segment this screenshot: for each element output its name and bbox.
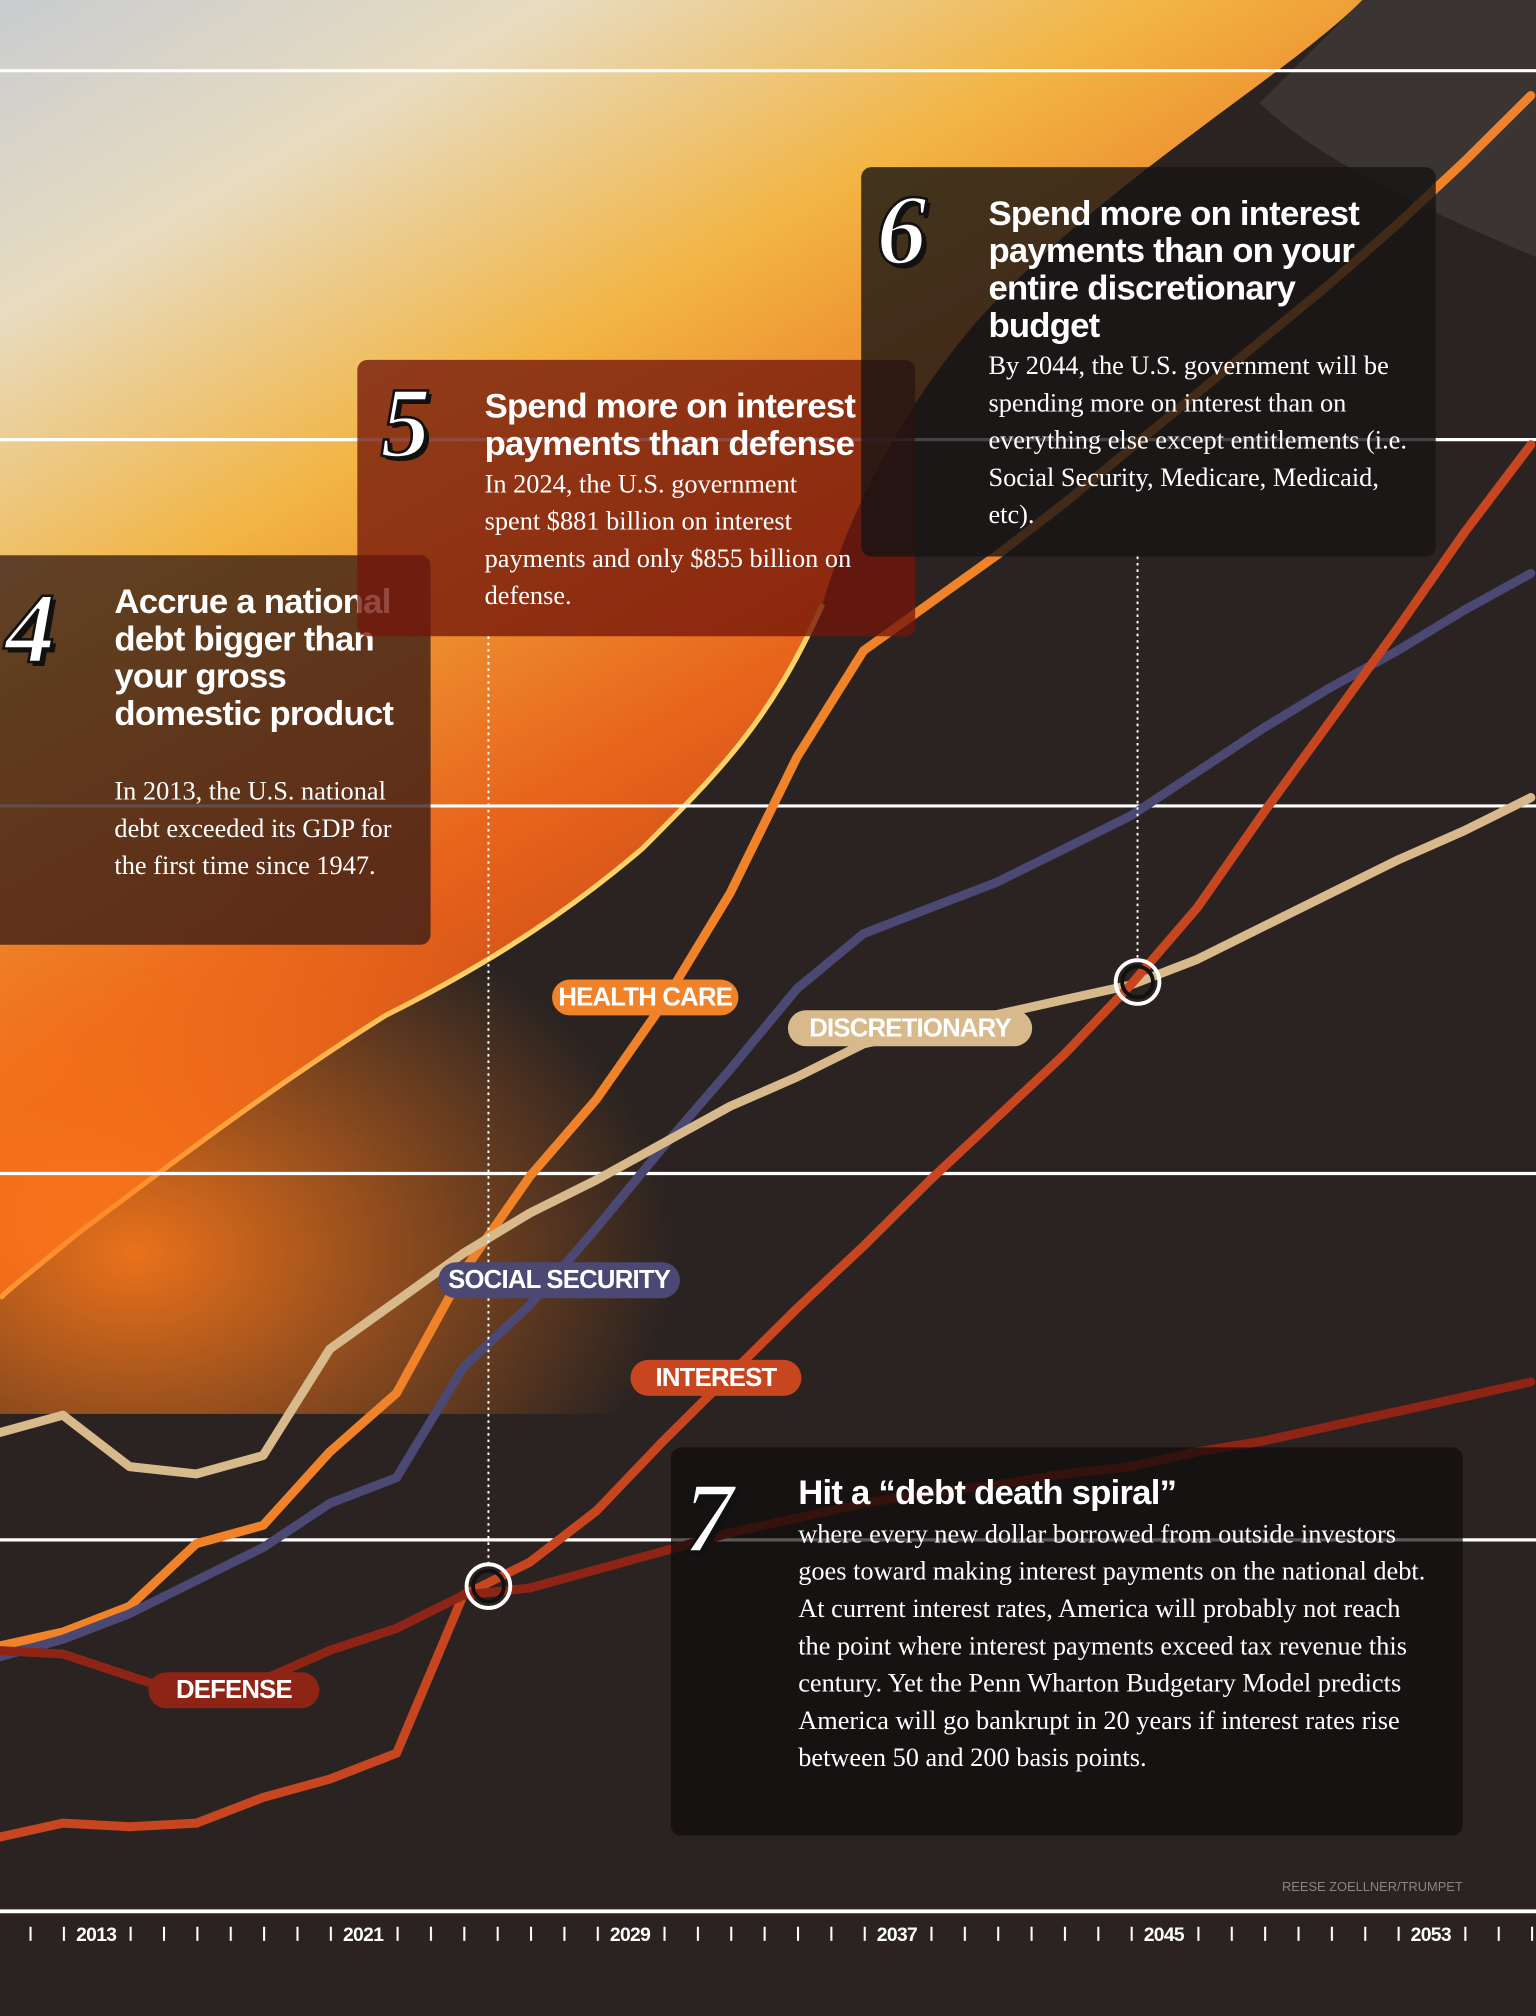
marker-ring xyxy=(464,1562,513,1610)
callout-number: 5 xyxy=(379,366,432,479)
series-line xyxy=(0,793,1536,1479)
callout-number: 6 xyxy=(875,173,928,286)
marker-ring xyxy=(1113,958,1162,1006)
x-tick-label-bg xyxy=(871,1922,923,1949)
x-tick-label-bg xyxy=(1405,1922,1457,1949)
minor-ticks xyxy=(0,1921,1536,1948)
callout-6: 6 Spend more on interest payments than o… xyxy=(861,167,1436,557)
callout-heading: Accrue a national debt bigger than your … xyxy=(114,582,394,733)
shadow xyxy=(1259,0,1536,258)
series-line xyxy=(0,568,1536,1662)
x-tick-label-bg xyxy=(604,1922,656,1949)
x-tick-label: 2021 xyxy=(343,1925,384,1946)
x-tick-label: 2045 xyxy=(1144,1925,1185,1946)
x-tick-label-bg xyxy=(1138,1922,1190,1949)
callout-heading: Spend more on interest payments than on … xyxy=(988,194,1360,345)
callout-number: 7 xyxy=(683,1461,736,1574)
x-tick-label: 2029 xyxy=(610,1925,650,1946)
series-label-bg xyxy=(148,1672,320,1709)
callout-number: 4 xyxy=(4,571,57,684)
series-label: INTEREST xyxy=(656,1364,778,1392)
series-labels: HEALTH CARE SOCIAL SECURITY DISCRETIONARY I… xyxy=(148,979,1033,1709)
series-label-bg xyxy=(552,979,739,1016)
marker-ring xyxy=(1120,964,1155,1000)
x-tick-label: 2053 xyxy=(1411,1925,1452,1946)
x-tick-labels: 2013 2021 2029 2037 2045 2053 xyxy=(70,1922,1457,1949)
callout-text: where every new dollar borrowed from out… xyxy=(798,1520,1426,1773)
series-label: SOCIAL SECURITY xyxy=(448,1266,671,1294)
x-tick-label: 2013 xyxy=(76,1925,117,1946)
series-label: DISCRETIONARY xyxy=(809,1014,1011,1042)
series-label: DEFENSE xyxy=(176,1676,293,1704)
x-tick-label-bg xyxy=(70,1922,122,1949)
callout-text: In 2024, the U.S. government spent $881 … xyxy=(484,470,852,611)
callout-5: 5 Spend more on interest payments than d… xyxy=(357,359,916,637)
x-tick-label-bg xyxy=(337,1922,389,1949)
x-tick-label: 2037 xyxy=(877,1925,917,1946)
series-label-bg xyxy=(438,1262,680,1299)
marker-ring xyxy=(471,1568,506,1604)
markers xyxy=(464,958,1162,1610)
series-label-bg xyxy=(787,1010,1033,1047)
series-line xyxy=(0,440,1536,1842)
callout-guides xyxy=(487,556,1139,1563)
callout-heading: Hit a “debt death spiral” xyxy=(798,1473,1177,1512)
series-label: HEALTH CARE xyxy=(558,983,732,1011)
callout-7: 7 Hit a “debt death spiral” where every … xyxy=(670,1447,1463,1836)
credit: REESE ZOELLNER/TRUMPET xyxy=(1282,1880,1463,1895)
callout-text: In 2013, the U.S. national debt exceeded… xyxy=(114,777,392,881)
series-label-bg xyxy=(630,1359,802,1396)
callout-text: By 2044, the U.S. government will be spe… xyxy=(988,352,1407,530)
callout-heading: Spend more on interest payments than def… xyxy=(484,386,856,463)
